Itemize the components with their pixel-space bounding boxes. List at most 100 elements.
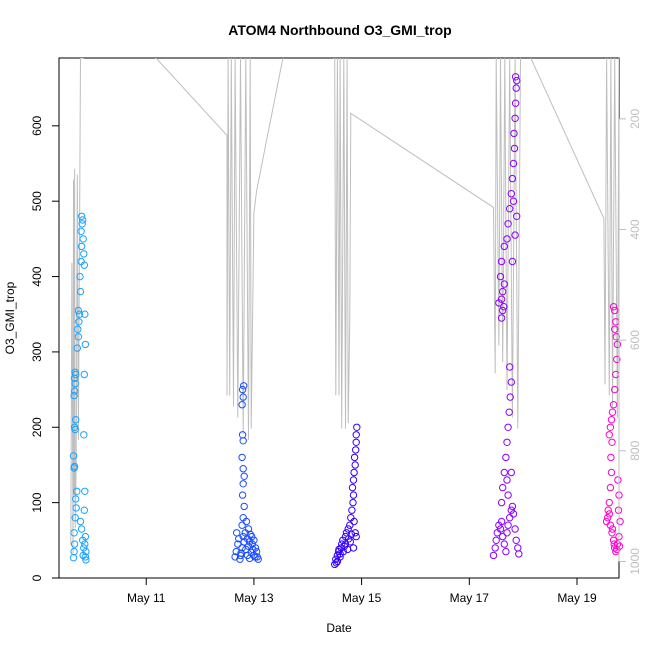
- data-point: [239, 465, 247, 473]
- data-point: [515, 550, 523, 558]
- data-point: [491, 544, 499, 552]
- y-tick-label: 0: [30, 574, 44, 581]
- data-point: [510, 129, 518, 138]
- data-point: [240, 502, 248, 511]
- data-point: [238, 491, 247, 499]
- data-point: [351, 461, 359, 469]
- data-point: [232, 547, 240, 556]
- data-point: [508, 502, 517, 511]
- data-point: [611, 325, 619, 333]
- data-point: [503, 235, 511, 243]
- x-tick-label: May 19: [557, 591, 597, 605]
- data-point: [350, 517, 358, 526]
- data-point: [70, 387, 79, 395]
- data-point: [507, 468, 515, 477]
- data-point: [79, 551, 87, 560]
- data-point: [497, 498, 506, 507]
- x-tick-label: May 17: [450, 591, 490, 605]
- data-point: [70, 391, 78, 400]
- data-point: [347, 530, 356, 538]
- y-axis-label: O3_GMI_trop: [3, 281, 17, 354]
- data-point: [606, 423, 615, 431]
- data-point: [252, 547, 261, 556]
- data-point: [503, 529, 511, 537]
- data-point: [508, 257, 517, 266]
- data-point: [605, 510, 613, 518]
- data-point: [74, 333, 83, 341]
- data-point: [344, 525, 352, 533]
- data-point: [253, 553, 261, 561]
- data-point: [506, 363, 514, 371]
- data-point: [69, 554, 78, 562]
- data-point: [509, 510, 518, 518]
- y-tick-label: 600: [30, 115, 44, 135]
- data-point: [239, 393, 247, 401]
- data-point: [499, 483, 507, 492]
- data-point: [513, 76, 521, 85]
- data-point: [500, 280, 508, 288]
- data-point: [607, 468, 616, 477]
- data-point: [608, 529, 616, 537]
- data-point: [80, 544, 88, 552]
- data-point: [500, 540, 508, 548]
- data-point: [79, 235, 87, 243]
- data-point: [81, 540, 89, 548]
- data-point: [233, 529, 241, 537]
- data-point: [613, 355, 621, 364]
- data-point: [77, 242, 86, 251]
- data-point: [499, 532, 507, 541]
- data-point: [502, 453, 510, 462]
- data-point: [500, 303, 508, 311]
- scatter-points: [69, 73, 624, 569]
- data-point: [339, 547, 347, 556]
- data-point: [514, 544, 522, 552]
- data-point: [343, 545, 352, 554]
- y2-axis: 200 400 600 800 1000: [618, 109, 642, 575]
- y2-tick-label: 600: [628, 330, 642, 350]
- data-point: [349, 476, 358, 484]
- data-point: [511, 231, 519, 239]
- data-point: [80, 250, 88, 258]
- data-point: [80, 261, 89, 269]
- data-point: [504, 521, 512, 529]
- data-point: [70, 529, 78, 537]
- data-point: [507, 378, 515, 386]
- data-point: [79, 536, 87, 544]
- data-point: [489, 551, 498, 560]
- pressure-trace: [70, 58, 619, 554]
- data-point: [496, 272, 505, 281]
- data-point: [80, 370, 89, 379]
- data-point: [507, 190, 515, 198]
- data-point: [350, 453, 359, 462]
- data-point: [76, 272, 84, 281]
- y-tick-label: 400: [30, 266, 44, 286]
- data-point: [504, 220, 512, 228]
- data-point: [351, 529, 359, 537]
- data-point: [234, 540, 242, 548]
- data-point: [497, 314, 506, 322]
- data-point: [509, 159, 518, 168]
- data-point: [503, 438, 511, 446]
- data-point: [72, 495, 80, 503]
- data-point: [496, 525, 505, 533]
- data-point: [238, 385, 247, 394]
- data-point: [81, 310, 89, 318]
- data-point: [492, 536, 500, 544]
- data-point: [353, 423, 361, 431]
- data-point: [505, 408, 513, 416]
- data-point: [77, 212, 86, 221]
- data-point: [71, 368, 79, 376]
- data-point: [74, 325, 82, 333]
- data-point: [609, 401, 618, 409]
- data-point: [348, 483, 357, 492]
- data-point: [77, 525, 86, 533]
- data-point: [602, 517, 611, 526]
- y2-tick-label: 400: [628, 219, 642, 239]
- data-point: [506, 205, 514, 213]
- data-point: [504, 491, 512, 499]
- series-flight-2: [231, 382, 262, 563]
- y2-tick-label: 200: [628, 109, 642, 129]
- y-axis: 0 100 200 300 400 500 600: [30, 115, 60, 581]
- data-point: [81, 487, 89, 495]
